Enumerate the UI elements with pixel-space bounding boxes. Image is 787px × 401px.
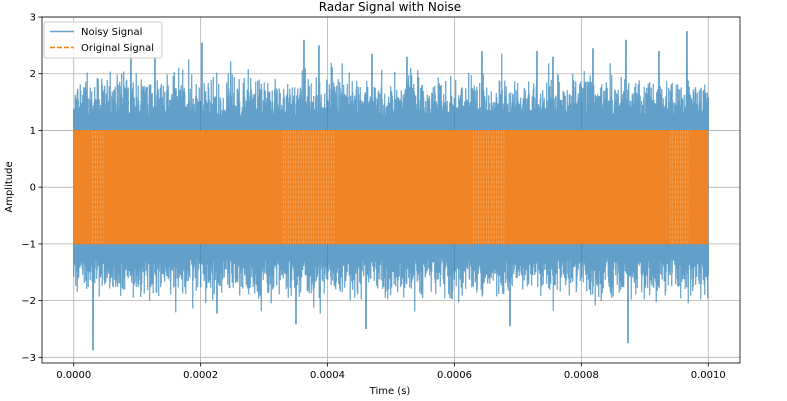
y-tick-label: −3 bbox=[21, 353, 36, 364]
chart-title: Radar Signal with Noise bbox=[319, 0, 461, 14]
original-signal-band bbox=[73, 130, 709, 244]
x-tick-label: 0.0006 bbox=[437, 370, 472, 381]
y-tick-label: 2 bbox=[30, 69, 36, 80]
x-tick-label: 0.0010 bbox=[691, 370, 726, 381]
original-signal-line bbox=[92, 130, 689, 244]
y-tick-label: −1 bbox=[21, 239, 36, 250]
y-axis-label: Amplitude bbox=[4, 161, 15, 212]
x-tick-label: 0.0004 bbox=[310, 370, 345, 381]
x-tick-label: 0.0002 bbox=[183, 370, 218, 381]
x-axis-label: Time (s) bbox=[369, 386, 411, 397]
y-axis-ticks: −3 −2 −1 0 1 2 3 bbox=[21, 13, 42, 364]
legend: Noisy Signal Original Signal bbox=[43, 21, 163, 59]
x-tick-label: 0.0000 bbox=[56, 370, 91, 381]
x-tick-label: 0.0008 bbox=[564, 370, 599, 381]
legend-label-original: Original Signal bbox=[81, 43, 154, 54]
axes-frame bbox=[41, 16, 741, 364]
y-tick-label: −2 bbox=[21, 296, 36, 307]
legend-label-noisy: Noisy Signal bbox=[81, 27, 142, 38]
y-tick-label: 3 bbox=[30, 13, 36, 24]
x-axis-ticks: 0.0000 0.0002 0.0004 0.0006 0.0008 0.0010 bbox=[56, 363, 726, 381]
y-tick-label: 0 bbox=[30, 183, 36, 194]
y-tick-label: 1 bbox=[30, 126, 36, 137]
original-signal-series bbox=[73, 129, 709, 245]
